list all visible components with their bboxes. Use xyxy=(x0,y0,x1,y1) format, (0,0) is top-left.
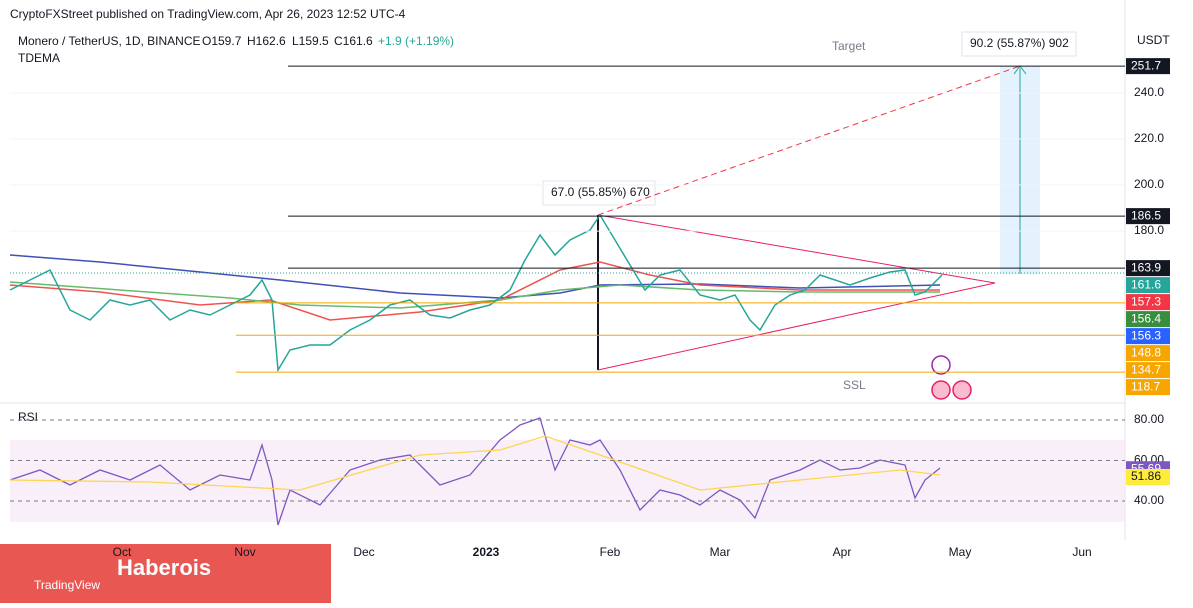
price-path xyxy=(9,213,943,373)
price-label-box xyxy=(1126,311,1170,328)
price-label-box xyxy=(1126,362,1170,379)
watermark-box xyxy=(0,544,331,603)
x-tick-label: Jun xyxy=(1072,545,1091,559)
rsi-label-box xyxy=(1126,468,1170,485)
projection xyxy=(597,65,1021,216)
x-tick-label: 2023 xyxy=(473,545,500,559)
price-label-box xyxy=(1126,294,1170,311)
price-label-box xyxy=(1126,379,1170,396)
price-label-box xyxy=(1126,260,1170,277)
x-tick-label: Apr xyxy=(833,545,852,559)
x-tick-label: Feb xyxy=(600,545,621,559)
price-label-box xyxy=(1126,208,1170,225)
price-label: 186.5 xyxy=(1131,208,1161,222)
unit: USDT xyxy=(1137,33,1170,47)
rsi-band xyxy=(10,440,1125,522)
price-label: 251.7 xyxy=(1131,58,1161,72)
y-tick-label: 180.0 xyxy=(1134,223,1164,237)
low: L159.5 xyxy=(292,34,329,48)
flag-icon xyxy=(931,380,951,400)
target-label: Target xyxy=(832,39,866,53)
close: C161.6 xyxy=(334,34,373,48)
y-tick-label: 220.0 xyxy=(1134,131,1164,145)
rsi-tick-label: 80.00 xyxy=(1134,412,1164,426)
x-tick-label: May xyxy=(949,545,972,559)
event-icon xyxy=(931,355,951,375)
price-label: 163.9 xyxy=(1131,260,1161,274)
price-label-box xyxy=(1126,328,1170,345)
measure-right: 90.2 (55.87%) 902 xyxy=(970,36,1069,50)
price-label: 156.4 xyxy=(1131,311,1161,325)
x-tick-label: Nov xyxy=(234,545,255,559)
price-label-box xyxy=(1126,58,1170,75)
symbol: Monero / TetherUS, 1D, BINANCE xyxy=(18,34,201,48)
rsi-ma xyxy=(9,435,941,491)
price-label: 118.7 xyxy=(1131,379,1160,393)
price-label: 148.8 xyxy=(1131,345,1161,359)
price-label: 157.3 xyxy=(1131,294,1161,308)
open: O159.7 xyxy=(202,34,242,48)
price-label: 134.7 xyxy=(1131,362,1161,376)
price-label: 156.3 xyxy=(1131,328,1161,342)
rsi-title: RSI xyxy=(18,410,38,424)
rsi-label: 51.86 xyxy=(1131,469,1161,483)
rsi-tick-label: 40.00 xyxy=(1134,493,1164,507)
y-tick-label: 240.0 xyxy=(1134,85,1164,99)
measure-left: 67.0 (55.85%) 670 xyxy=(551,185,650,199)
price-label: 161.6 xyxy=(1131,277,1161,291)
price-label-box xyxy=(1126,277,1170,294)
x-tick-label: Dec xyxy=(353,545,374,559)
watermark-author: Haberois xyxy=(117,555,211,580)
ssl-label: SSL xyxy=(843,378,866,392)
watermark-brand: TradingView xyxy=(34,578,100,592)
high: H162.6 xyxy=(247,34,286,48)
indicator: TDEMA xyxy=(18,51,60,65)
x-tick-label: Oct xyxy=(113,545,132,559)
publisher: CryptoFXStreet published on TradingView.… xyxy=(10,7,406,21)
triangle xyxy=(597,214,996,371)
x-tick-label: Mar xyxy=(710,545,731,559)
price-label-box xyxy=(1126,345,1170,362)
measure-box xyxy=(961,31,1077,57)
flag-icon xyxy=(952,380,972,400)
change: +1.9 (+1.19%) xyxy=(378,34,454,48)
y-tick-label: 200.0 xyxy=(1134,177,1164,191)
rsi-line xyxy=(9,417,941,526)
ma-green xyxy=(9,281,940,309)
